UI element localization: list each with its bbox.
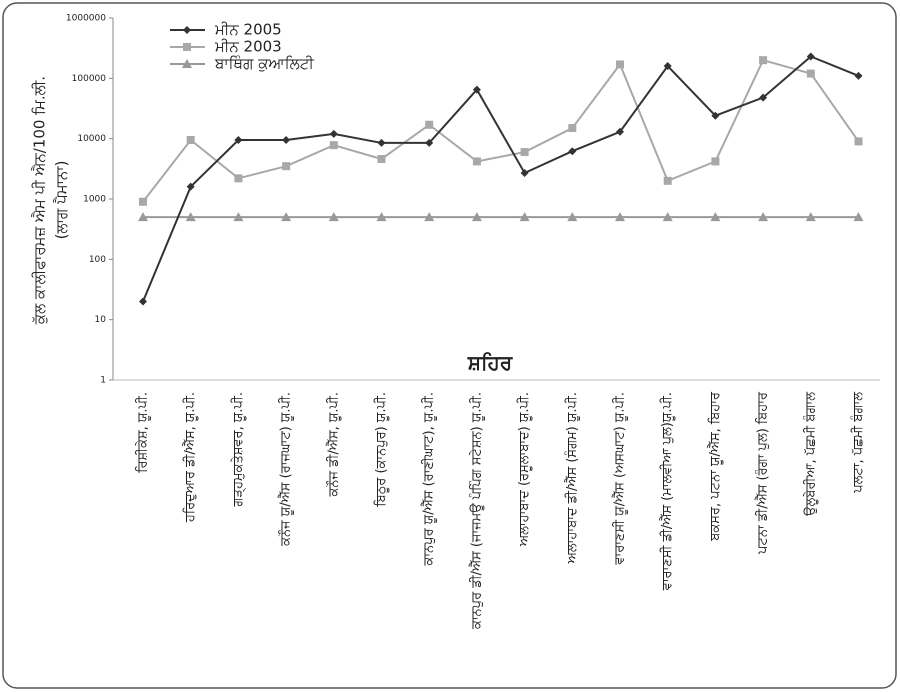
point — [186, 182, 195, 191]
point — [806, 52, 815, 61]
y-tick-label: 10000 — [77, 134, 106, 144]
x-tick-label: ਬਿਠੂਰ (ਕਾਨਪੁਰ) ਯੂ.ਪੀ. — [374, 392, 389, 508]
point — [567, 212, 578, 222]
point — [759, 93, 768, 102]
point — [711, 157, 720, 166]
point — [805, 212, 816, 222]
x-tick-label: ਅਲਾਹਾਬਾਦ ਡੀ/ਐੱਸ (ਸੰਗਮ) ਯੂ.ਪੀ. — [564, 392, 580, 564]
point — [471, 212, 482, 222]
point — [520, 148, 529, 157]
series-line — [142, 58, 860, 203]
point — [234, 174, 243, 183]
point — [568, 124, 577, 133]
x-tick-label: ਕਾਨਪੁਰ ਡੀ/ਐੱਸ (ਜਾਜਮਊ ਪੰਪਿੰਗ ਸਟੇਸ਼ਨ) ਯੂ.ਪ… — [468, 392, 484, 630]
point — [281, 212, 292, 222]
point — [662, 212, 673, 222]
y-axis-title: ਕੁੱਲ ਕਾਲੀਫਾਰਮਜ਼ ਐਮ ਪੀ ਐਨ/100 ਮਿ.ਲੀ. — [31, 76, 49, 325]
x-tick-label: ਕਾਨਪੁਰ ਯੂ/ਐੱਸ (ਰਾਣੀਘਾਟ), ਯੂ.ਪੀ. — [421, 392, 437, 567]
point — [425, 138, 434, 147]
x-tick-label: ਹਰਿਦੁਆਰ ਡੀ/ਐੱਸ, ਯੂ.ਪੀ. — [182, 392, 198, 523]
x-tick-label: ਕਨੌਜ ਯੂ/ਐੱਸ (ਰਾਜਘਾਟ) ਯੂ.ਪੀ. — [278, 392, 294, 547]
point — [663, 62, 672, 71]
point — [139, 197, 147, 206]
point — [568, 147, 577, 156]
point — [329, 129, 338, 138]
y-axis-subtitle: (ਲਾਗ ਪੈਮਾਨਾ) — [53, 161, 71, 240]
point — [616, 60, 624, 69]
point — [328, 212, 339, 222]
legend-label: ਮੀਨ 2003 — [214, 38, 282, 56]
point — [183, 26, 191, 34]
point — [472, 85, 481, 94]
point — [329, 141, 338, 150]
y-tick-label: 10 — [95, 315, 107, 325]
x-axis-title: ਸ਼ਹਿਰ — [467, 351, 514, 375]
x-tick-label: ਗੜ੍ਹਮੁਕਤੇਸ਼ਵਰ, ਯੂ.ਪੀ. — [231, 392, 247, 508]
point — [183, 43, 191, 51]
point — [806, 69, 815, 78]
point — [615, 212, 625, 222]
point — [424, 212, 435, 222]
point — [711, 111, 720, 120]
point — [854, 71, 863, 80]
point — [234, 136, 243, 145]
point — [853, 212, 864, 222]
x-tick-label: ਉਲੂਬੇਰੀਆ, ਪੱਛਮੀ ਬੰਗਾਲ — [802, 392, 818, 517]
point — [425, 120, 434, 129]
point — [520, 168, 529, 177]
point — [472, 157, 481, 166]
x-tick-label: ਵਾਰਾਣਸੀ ਡੀ/ਐੱਸ (ਮਾਲਵੀਆ ਪੁਲ)ਯੂ.ਪੀ. — [659, 392, 675, 591]
y-tick-label: 100 — [89, 255, 106, 265]
point — [282, 136, 291, 145]
point — [710, 212, 721, 222]
point — [185, 212, 196, 222]
x-tick-label: ਪਟਨਾ ਡੀ/ਐੱਸ (ਰੰਗਾ ਪੁਲ) ਬਿਹਾਰ — [755, 391, 771, 555]
point — [282, 162, 291, 171]
y-tick-label: 1000000 — [66, 14, 106, 24]
point — [758, 212, 769, 222]
x-tick-label: ਰਿਸ਼ੀਕੇਸ਼, ਯੂ.ਪੀ. — [136, 392, 151, 474]
point — [186, 136, 195, 145]
legend-label: ਬਾਥਿੰਗ ਕੁਆਲਿਟੀ — [214, 55, 314, 73]
x-tick-label: ਅਲਾਹਾਬਾਦ (ਰਸੂਲਾਬਾਦ) ਯੂ.ਪੀ. — [517, 392, 532, 547]
point — [663, 176, 672, 185]
point — [377, 155, 386, 164]
point — [616, 127, 624, 136]
point — [139, 297, 147, 306]
point — [519, 212, 530, 222]
point — [854, 137, 863, 146]
point — [376, 212, 387, 222]
legend-label: ਮੀਨ 2005 — [214, 21, 282, 39]
x-tick-label: ਵਾਰਾਣਸੀ ਯੂ/ਐੱਸ (ਅਸਘਾਟ) ਯੂ.ਪੀ. — [612, 392, 628, 566]
point — [138, 212, 148, 222]
y-tick-label: 1 — [100, 376, 106, 386]
y-tick-label: 100000 — [72, 74, 107, 84]
x-tick-label: ਪਲਟਾ, ਪੱਛਮੀ ਬੰਗਾਲ — [850, 392, 866, 494]
x-tick-label: ਕਨੌਜ ਡੀ/ਐੱਸ, ਯੂ.ਪੀ. — [325, 392, 341, 498]
series-line — [142, 55, 859, 302]
point — [377, 138, 386, 147]
x-tick-label: ਬਕਸਰ, ਪਟਨਾ ਯੂ/ਐੱਸ, ਬਿਹਾਰ — [707, 391, 723, 542]
point — [759, 56, 768, 65]
point — [182, 59, 192, 68]
point — [233, 212, 244, 222]
y-tick-label: 1000 — [83, 195, 106, 205]
